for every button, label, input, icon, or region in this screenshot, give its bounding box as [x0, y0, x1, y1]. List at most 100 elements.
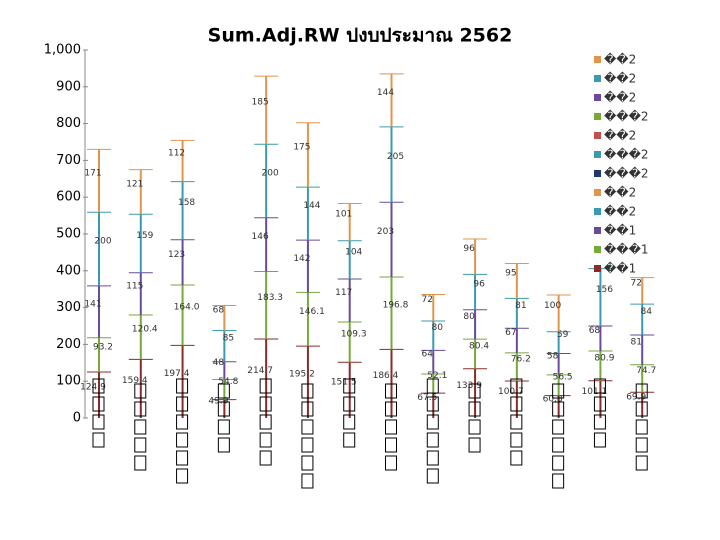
category-glyph: [343, 432, 356, 448]
value-label: 112: [168, 148, 185, 158]
value-label: 80.9: [594, 353, 614, 363]
value-label: 144: [377, 88, 394, 98]
category-glyph: [259, 414, 272, 430]
category-glyph: [552, 437, 565, 453]
category-glyph: [635, 419, 648, 435]
category-glyph: [134, 401, 147, 417]
legend-label: ��2: [604, 72, 636, 86]
category-glyph: [301, 473, 314, 489]
legend-label: ��2: [604, 129, 636, 143]
value-label: 49.9: [208, 396, 228, 406]
value-label: 56.5: [553, 373, 573, 383]
category-glyph: [468, 419, 481, 435]
value-label: 171: [84, 168, 101, 178]
legend-label: ��1: [604, 262, 636, 276]
y-tick-label: 600: [56, 190, 81, 205]
value-label: 95: [505, 268, 516, 278]
category-glyph: [552, 455, 565, 471]
value-label: 81: [515, 301, 526, 311]
category-glyph: [468, 401, 481, 417]
category-glyph: [635, 401, 648, 417]
value-label: 59: [557, 330, 569, 340]
value-label: 104: [345, 247, 362, 257]
category-glyph: [426, 414, 439, 430]
value-label: 80: [432, 323, 444, 333]
category-glyph: [217, 419, 230, 435]
legend-label: ��1: [604, 224, 636, 238]
category-glyph: [176, 396, 189, 412]
category-glyph: [259, 450, 272, 466]
category-glyph: [593, 432, 606, 448]
value-label: 186.4: [373, 371, 399, 381]
category-glyph: [259, 378, 272, 394]
y-tick-label: 900: [56, 79, 81, 94]
y-tick-label: 500: [56, 227, 81, 242]
value-label: 54.8: [218, 377, 238, 387]
legend-label: ��2: [604, 205, 636, 219]
value-label: 159: [136, 231, 153, 241]
category-glyph: [552, 419, 565, 435]
category-glyph: [426, 378, 439, 394]
legend-swatch: [594, 94, 601, 101]
category-glyph: [343, 378, 356, 394]
category-glyph: [301, 401, 314, 417]
category-glyph: [510, 378, 523, 394]
chart-title: Sum.Adj.RW ปงบประมาณ 2562: [208, 25, 513, 47]
category-glyph: [552, 473, 565, 489]
legend-swatch: [594, 265, 601, 272]
value-label: 175: [293, 142, 310, 152]
category-glyph: [301, 455, 314, 471]
value-label: 146.1: [299, 307, 325, 317]
value-label: 200: [94, 237, 111, 247]
value-label: 185: [252, 98, 269, 108]
legend-swatch: [594, 113, 601, 120]
value-label: 68: [589, 326, 601, 336]
value-label: 115: [126, 281, 143, 291]
value-label: 214.7: [247, 366, 273, 376]
legend-swatch: [594, 75, 601, 82]
legend-label: ��2: [604, 186, 636, 200]
value-label: 68: [213, 306, 225, 316]
legend-swatch: [594, 189, 601, 196]
category-glyph: [176, 414, 189, 430]
category-glyph: [510, 414, 523, 430]
value-label: 117: [335, 288, 352, 298]
category-glyph: [176, 432, 189, 448]
legend-label: ���1: [604, 243, 649, 257]
value-label: 200: [262, 169, 279, 179]
value-label: 142: [293, 254, 310, 264]
value-label: 64: [422, 350, 434, 360]
category-glyph: [92, 378, 105, 394]
legend-swatch: [594, 227, 601, 234]
category-glyph: [301, 383, 314, 399]
y-tick-label: 300: [56, 300, 81, 315]
category-glyph: [426, 432, 439, 448]
category-glyph: [510, 450, 523, 466]
category-glyph: [593, 378, 606, 394]
value-label: 93.2: [93, 342, 113, 352]
value-label: 58: [547, 352, 559, 362]
y-tick-label: 0: [73, 411, 81, 426]
value-label: 123: [168, 250, 185, 260]
category-glyph: [385, 419, 397, 435]
category-glyph: [301, 437, 314, 453]
category-glyph: [510, 396, 523, 412]
legend-label: ���2: [604, 148, 649, 162]
category-glyph: [343, 396, 356, 412]
value-label: 72: [630, 278, 641, 288]
value-label: 96: [463, 244, 475, 254]
value-label: 96: [473, 280, 485, 290]
category-glyph: [635, 455, 648, 471]
category-glyph: [385, 401, 397, 417]
legend-swatch: [594, 208, 601, 215]
category-glyph: [259, 396, 272, 412]
category-glyph: [552, 383, 565, 399]
category-glyph: [426, 396, 439, 412]
category-glyph: [343, 414, 356, 430]
category-glyph: [134, 455, 147, 471]
category-glyph: [217, 401, 230, 417]
value-label: 205: [387, 152, 404, 162]
value-label: 81: [630, 337, 641, 347]
value-label: 60.8: [543, 394, 563, 404]
value-label: 84: [640, 307, 652, 317]
